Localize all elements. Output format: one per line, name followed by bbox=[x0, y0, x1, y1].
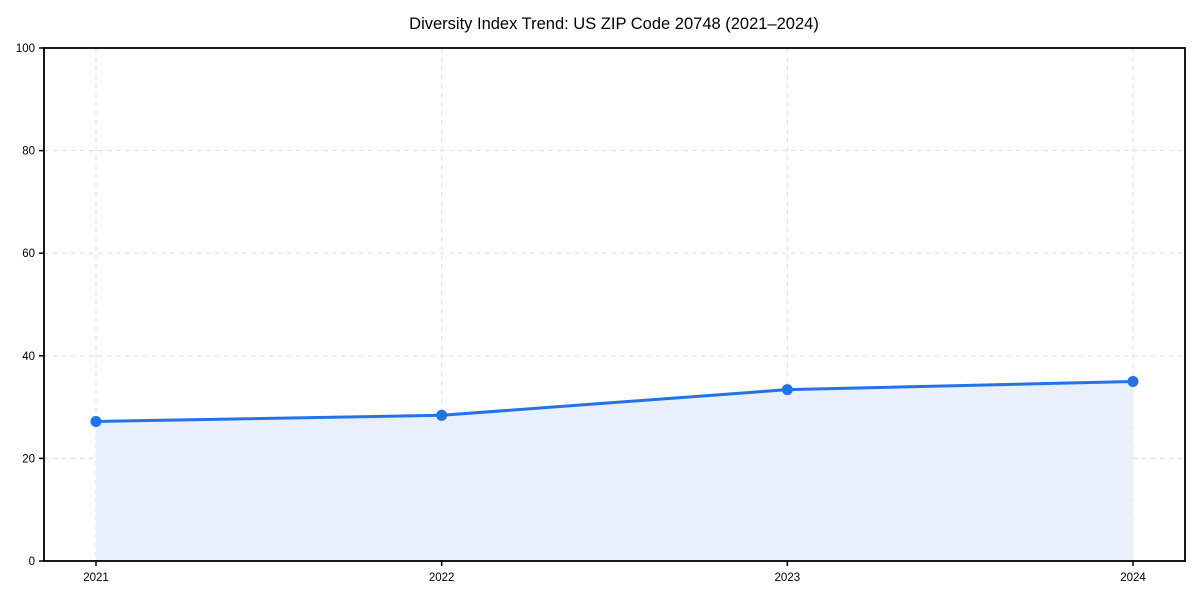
y-tick-label: 80 bbox=[22, 146, 35, 158]
trend-line bbox=[94, 379, 1135, 423]
plot-area: 0 20 40 60 80 100 2021 2022 2023 2024 bbox=[16, 43, 1186, 584]
plot-border bbox=[43, 47, 1186, 562]
y-tick-label: 40 bbox=[22, 351, 35, 363]
chart-title: Diversity Index Trend: US ZIP Code 20748… bbox=[409, 15, 819, 33]
data-point-2022 bbox=[436, 409, 448, 421]
data-point-2024 bbox=[1127, 375, 1139, 387]
x-tick-label: 2022 bbox=[429, 572, 455, 584]
y-tick-label: 60 bbox=[22, 248, 35, 260]
area-fill bbox=[96, 381, 1133, 561]
y-tick-label: 0 bbox=[29, 556, 35, 568]
x-tick-label: 2021 bbox=[83, 572, 109, 584]
x-tick-label: 2023 bbox=[775, 572, 801, 584]
x-tick-label: 2024 bbox=[1120, 572, 1146, 584]
data-point-2021 bbox=[90, 415, 102, 427]
y-tick-label: 20 bbox=[22, 453, 35, 465]
data-point-2023 bbox=[781, 384, 793, 396]
y-tick-label: 100 bbox=[16, 43, 35, 55]
